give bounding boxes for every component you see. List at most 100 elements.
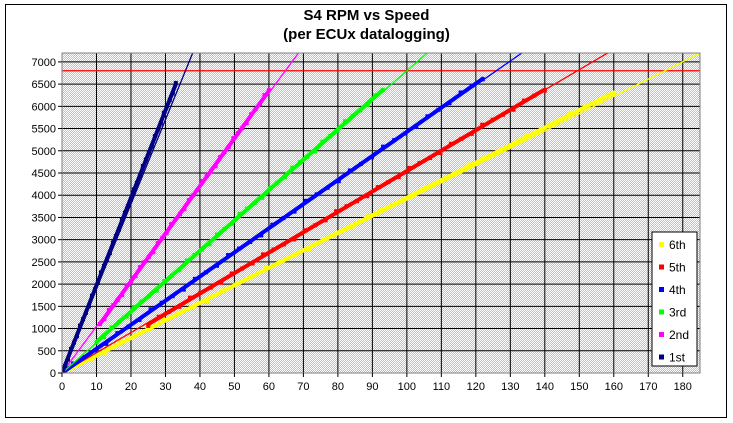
- data-point-2nd: [129, 279, 134, 284]
- data-point-6th: [335, 230, 340, 235]
- legend-marker: [659, 242, 664, 247]
- data-point-5th: [323, 218, 328, 223]
- x-tick-label: 160: [605, 381, 623, 393]
- data-point-1st: [128, 197, 133, 202]
- data-point-6th: [132, 334, 137, 339]
- data-point-5th: [459, 136, 464, 141]
- data-point-3rd: [169, 273, 174, 278]
- data-point-5th: [490, 117, 495, 122]
- data-point-6th: [466, 162, 471, 167]
- data-point-3rd: [350, 113, 355, 118]
- data-point-1st: [62, 363, 67, 368]
- y-tick-label: 7000: [32, 57, 56, 69]
- data-point-2nd: [155, 241, 160, 246]
- data-point-1st: [68, 346, 73, 351]
- data-point-6th: [423, 185, 428, 190]
- data-point-6th: [437, 179, 442, 184]
- data-point-1st: [74, 334, 79, 339]
- data-point-2nd: [115, 298, 120, 303]
- data-point-6th: [495, 150, 500, 155]
- data-point-5th: [386, 180, 391, 185]
- data-point-1st: [146, 151, 151, 156]
- data-point-6th: [568, 110, 573, 115]
- x-tick-label: 80: [332, 381, 344, 393]
- data-point-4th: [137, 318, 142, 323]
- data-point-3rd: [312, 149, 317, 154]
- data-point-4th: [436, 107, 441, 112]
- data-point-3rd: [252, 201, 257, 206]
- x-tick-label: 10: [90, 381, 102, 393]
- data-point-2nd: [266, 88, 271, 93]
- data-point-1st: [80, 317, 85, 322]
- data-point-5th: [198, 290, 203, 295]
- data-point-2nd: [253, 107, 258, 112]
- data-point-2nd: [137, 265, 142, 270]
- data-point-6th: [277, 259, 282, 264]
- data-point-3rd: [109, 325, 114, 330]
- data-point-5th: [229, 271, 234, 276]
- legend-label: 4th: [669, 283, 686, 297]
- data-point-6th: [263, 265, 268, 270]
- data-point-3rd: [139, 299, 144, 304]
- data-point-4th: [480, 77, 485, 82]
- legend-item-4th: 4th: [659, 283, 686, 297]
- x-tick-label: 50: [228, 381, 240, 393]
- data-point-2nd: [195, 188, 200, 193]
- data-point-5th: [480, 122, 485, 127]
- data-point-2nd: [222, 150, 227, 155]
- data-point-1st: [143, 157, 148, 162]
- data-point-2nd: [151, 250, 156, 255]
- y-tick-label: 3000: [32, 235, 56, 247]
- data-point-1st: [149, 144, 154, 149]
- data-point-5th: [292, 237, 297, 242]
- data-point-2nd: [146, 255, 151, 260]
- data-point-6th: [611, 92, 616, 97]
- data-point-5th: [521, 98, 526, 103]
- data-point-6th: [597, 98, 602, 103]
- y-tick-label: 5000: [32, 146, 56, 158]
- data-point-3rd: [177, 268, 182, 273]
- x-tick-label: 90: [366, 381, 378, 393]
- data-point-6th: [147, 327, 152, 332]
- data-point-6th: [481, 156, 486, 161]
- data-point-1st: [62, 370, 64, 373]
- x-tick-label: 150: [570, 381, 588, 393]
- data-point-3rd: [132, 304, 137, 309]
- x-tick-label: 130: [501, 381, 519, 393]
- data-point-5th: [334, 209, 339, 214]
- data-point-3rd: [320, 139, 325, 144]
- data-point-5th: [396, 175, 401, 180]
- x-tick-label: 60: [263, 381, 275, 393]
- chart-title-main: S4 RPM vs Speed: [303, 7, 430, 24]
- data-point-1st: [107, 251, 112, 256]
- data-point-5th: [167, 309, 172, 314]
- legend-label: 2nd: [669, 328, 689, 342]
- data-point-2nd: [209, 169, 214, 174]
- data-point-1st: [89, 293, 94, 298]
- data-point-5th: [250, 261, 255, 266]
- data-point-3rd: [117, 319, 122, 324]
- y-tick-label: 0: [50, 368, 56, 380]
- data-point-4th: [370, 155, 375, 160]
- data-point-4th: [392, 138, 397, 143]
- data-point-3rd: [94, 340, 99, 345]
- data-point-4th: [325, 185, 330, 190]
- data-point-5th: [365, 194, 370, 199]
- data-point-4th: [126, 324, 131, 329]
- data-point-6th: [89, 356, 94, 361]
- y-tick-label: 3500: [32, 212, 56, 224]
- legend-marker: [659, 264, 664, 270]
- data-point-3rd: [124, 314, 129, 319]
- data-point-4th: [336, 179, 341, 184]
- data-point-1st: [155, 127, 160, 132]
- data-point-5th: [407, 165, 412, 170]
- data-point-1st: [137, 174, 142, 179]
- legend-label: 3rd: [669, 306, 686, 320]
- data-point-1st: [158, 121, 163, 126]
- x-tick-label: 180: [674, 381, 692, 393]
- data-point-1st: [104, 257, 109, 262]
- data-point-6th: [248, 276, 253, 281]
- y-tick-label: 6000: [32, 101, 56, 113]
- data-point-2nd: [240, 126, 245, 131]
